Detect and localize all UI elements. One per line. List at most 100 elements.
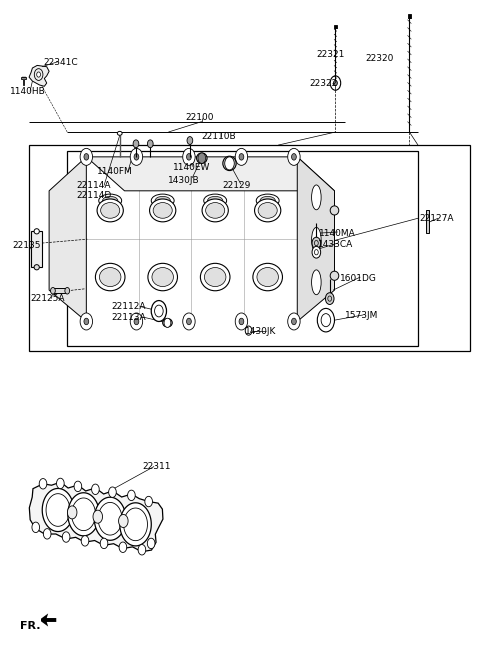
Ellipse shape [312, 270, 321, 295]
Polygon shape [92, 484, 99, 495]
Circle shape [133, 140, 139, 148]
Polygon shape [119, 542, 127, 552]
Text: 22114A: 22114A [77, 181, 111, 190]
Polygon shape [41, 613, 56, 626]
Circle shape [84, 154, 89, 160]
Ellipse shape [50, 287, 55, 294]
Text: 22341C: 22341C [43, 58, 78, 67]
Circle shape [164, 318, 171, 327]
Circle shape [239, 154, 244, 160]
Ellipse shape [152, 268, 173, 287]
Circle shape [134, 318, 139, 325]
Polygon shape [93, 510, 103, 523]
Ellipse shape [97, 199, 123, 222]
Ellipse shape [153, 203, 172, 218]
Bar [53, 288, 67, 293]
Ellipse shape [148, 263, 178, 291]
Circle shape [187, 318, 192, 325]
Ellipse shape [260, 196, 276, 205]
Ellipse shape [312, 228, 321, 252]
Circle shape [134, 154, 139, 160]
Ellipse shape [101, 203, 120, 218]
Text: 1601DG: 1601DG [340, 274, 377, 283]
Ellipse shape [150, 199, 176, 222]
Circle shape [80, 148, 93, 165]
Polygon shape [29, 482, 163, 552]
Text: 22125A: 22125A [30, 294, 64, 303]
Text: 1140MA: 1140MA [319, 229, 356, 237]
Polygon shape [32, 522, 39, 533]
Polygon shape [145, 497, 153, 507]
Circle shape [36, 72, 40, 77]
Circle shape [151, 300, 167, 321]
Circle shape [235, 148, 248, 165]
Polygon shape [138, 544, 146, 555]
Ellipse shape [257, 268, 278, 287]
Circle shape [187, 136, 193, 144]
Ellipse shape [96, 263, 125, 291]
Text: 1140HB: 1140HB [10, 87, 46, 96]
Ellipse shape [312, 185, 321, 210]
Polygon shape [43, 529, 51, 539]
Circle shape [312, 247, 321, 258]
Ellipse shape [254, 199, 281, 222]
Circle shape [288, 148, 300, 165]
Text: 22113A: 22113A [111, 313, 146, 322]
Polygon shape [147, 538, 155, 548]
Circle shape [130, 313, 143, 330]
Ellipse shape [117, 131, 122, 135]
Ellipse shape [253, 263, 282, 291]
Polygon shape [98, 502, 122, 535]
Ellipse shape [204, 268, 226, 287]
Ellipse shape [34, 264, 39, 270]
Text: 22135: 22135 [13, 241, 41, 249]
Circle shape [291, 154, 296, 160]
Ellipse shape [207, 196, 223, 205]
Text: 1140FM: 1140FM [97, 167, 132, 176]
Text: 22114D: 22114D [77, 191, 112, 200]
Circle shape [239, 318, 244, 325]
Polygon shape [297, 157, 335, 321]
Circle shape [84, 318, 89, 325]
Polygon shape [100, 538, 108, 548]
Text: 1140EW: 1140EW [173, 163, 211, 173]
Text: 22320: 22320 [365, 54, 394, 64]
Polygon shape [49, 157, 335, 321]
Polygon shape [95, 497, 126, 541]
Text: 1430JB: 1430JB [168, 176, 199, 185]
Text: 22112A: 22112A [111, 302, 145, 311]
Ellipse shape [256, 194, 279, 207]
Polygon shape [42, 489, 74, 531]
Bar [426, 210, 430, 233]
Circle shape [312, 237, 321, 249]
Polygon shape [86, 157, 335, 191]
Text: 22127A: 22127A [420, 214, 454, 223]
Ellipse shape [151, 194, 174, 207]
Polygon shape [120, 502, 151, 546]
Text: 1430JK: 1430JK [245, 327, 276, 337]
Text: 22129: 22129 [222, 181, 250, 190]
Polygon shape [124, 508, 147, 541]
Ellipse shape [258, 203, 277, 218]
Circle shape [130, 148, 143, 165]
Polygon shape [108, 487, 116, 497]
Text: 22311: 22311 [142, 462, 171, 471]
Circle shape [183, 148, 195, 165]
Ellipse shape [202, 199, 228, 222]
Polygon shape [72, 498, 96, 531]
Polygon shape [119, 514, 128, 527]
Circle shape [225, 157, 234, 170]
Ellipse shape [155, 196, 170, 205]
Polygon shape [67, 506, 77, 519]
Bar [334, 25, 337, 28]
Ellipse shape [99, 194, 121, 207]
Circle shape [288, 313, 300, 330]
Text: 22321: 22321 [316, 51, 345, 60]
Ellipse shape [200, 263, 230, 291]
Polygon shape [22, 77, 26, 85]
Ellipse shape [197, 153, 207, 163]
Polygon shape [62, 532, 70, 543]
Circle shape [183, 313, 195, 330]
Text: 22322: 22322 [309, 79, 337, 87]
Polygon shape [57, 478, 64, 489]
